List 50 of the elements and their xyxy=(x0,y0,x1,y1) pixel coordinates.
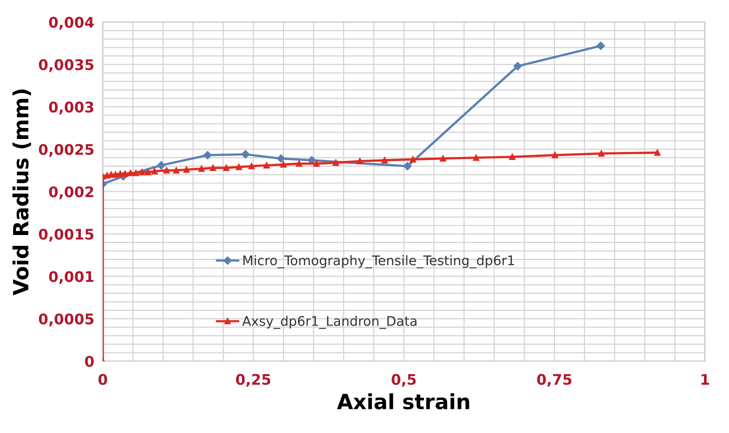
y-tick-label: 0,0005 xyxy=(38,313,94,326)
point xyxy=(163,167,170,174)
x-axis-title: Axial strain xyxy=(337,393,470,410)
point xyxy=(203,151,212,160)
y-tick-label: 0,0035 xyxy=(38,59,94,72)
point xyxy=(403,162,412,170)
x-tick-label: 0 xyxy=(98,374,108,385)
point xyxy=(410,156,416,163)
point xyxy=(440,155,446,162)
point xyxy=(198,166,205,172)
legend-label: Axsy_dp6r1_Landron_Data xyxy=(242,316,416,329)
point xyxy=(157,161,166,170)
point xyxy=(514,62,522,70)
y-tick-label: 0,001 xyxy=(49,271,94,284)
point xyxy=(296,160,302,167)
point xyxy=(127,170,134,176)
point xyxy=(356,158,364,164)
point xyxy=(173,167,180,174)
point xyxy=(138,168,146,176)
y-tick-label: 0 xyxy=(85,356,94,367)
point xyxy=(598,150,604,157)
y-tick-label: 0,0025 xyxy=(38,144,94,157)
y-tick-label: 0,002 xyxy=(49,186,94,200)
x-tick-label: 0,75 xyxy=(537,374,572,387)
point xyxy=(248,163,255,170)
point xyxy=(276,154,286,163)
point xyxy=(654,149,660,156)
point xyxy=(132,170,140,176)
point xyxy=(596,42,605,50)
x-tick-label: 0,5 xyxy=(392,374,416,387)
point xyxy=(381,157,388,164)
y-axis-title: Void Radius (mm) xyxy=(12,90,32,296)
point xyxy=(236,164,242,170)
point xyxy=(112,172,119,178)
point xyxy=(183,166,190,173)
y-tick-label: 0,004 xyxy=(49,16,94,30)
point xyxy=(151,168,158,174)
point xyxy=(122,170,128,177)
point xyxy=(552,152,558,158)
point xyxy=(241,150,250,158)
y-tick-label: 0,0015 xyxy=(38,228,94,242)
point xyxy=(313,160,320,167)
point xyxy=(210,164,216,171)
legend-label: Micro_Tomography_Tensile_Testing_dp6r1 xyxy=(243,255,514,268)
x-tick-label: 0,25 xyxy=(236,374,270,387)
y-tick-label: 0,003 xyxy=(49,102,94,114)
point xyxy=(144,168,152,176)
point xyxy=(263,162,270,168)
point xyxy=(280,161,287,168)
x-tick-label: 1 xyxy=(702,374,710,385)
